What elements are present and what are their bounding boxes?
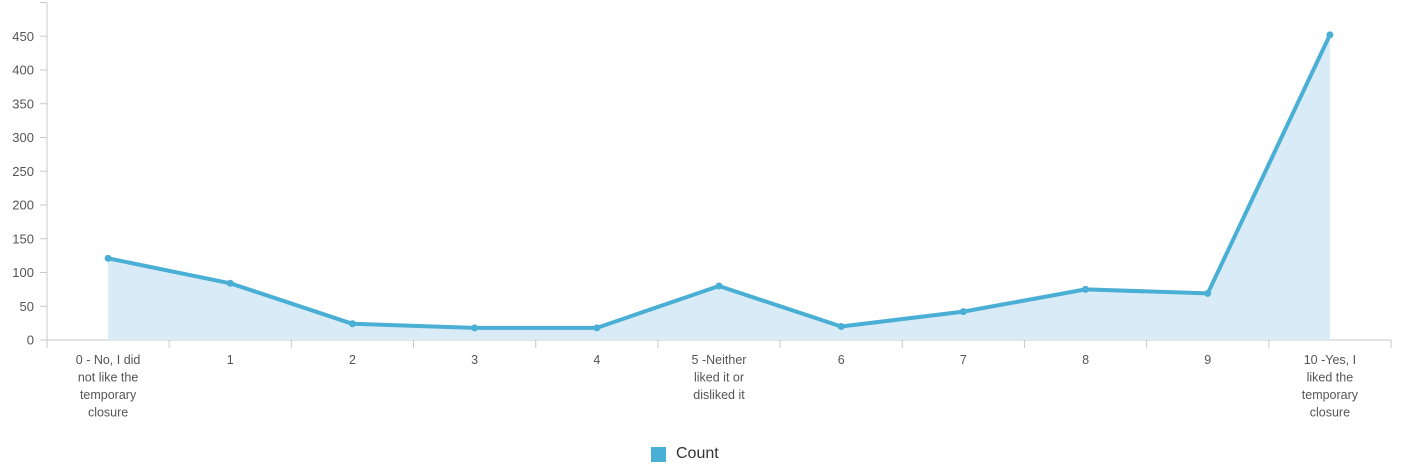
data-point (226, 279, 234, 287)
x-tick-label: 9 (1204, 353, 1211, 367)
x-tick-label: 8 (1082, 353, 1089, 367)
data-point (837, 323, 845, 330)
x-tick-label: 5 -Neither liked it or disliked it (692, 353, 747, 402)
y-tick-label: 450 (12, 29, 34, 44)
x-tick-label: 1 (227, 353, 234, 367)
data-point (471, 324, 479, 332)
y-tick-label: 300 (12, 130, 34, 145)
x-tick-label: 4 (593, 353, 600, 367)
data-point (715, 282, 723, 290)
plot-area (104, 31, 1334, 341)
legend-swatch (651, 446, 666, 462)
series-count-area (108, 34, 1330, 341)
data-point (593, 324, 601, 332)
area-chart: 0 50 100 150 200 250 300 350 400 450 0 - No, I di… (12, 2, 1392, 420)
y-tick-label: 150 (12, 231, 34, 246)
x-tick-label: 7 (960, 353, 967, 367)
x-tick-label: 0 - No, I did not like the temporary closur… (76, 353, 141, 420)
y-tick-label: 0 (27, 333, 34, 348)
x-axis: 0 - No, I did not like the temporary closur… (46, 339, 1392, 420)
y-axis: 0 50 100 150 200 250 300 350 400 450 (12, 2, 48, 348)
y-tick-label: 200 (12, 198, 34, 213)
y-tick-label: 100 (12, 265, 34, 280)
data-point (959, 308, 967, 316)
data-point (348, 320, 356, 328)
data-point (1082, 285, 1090, 293)
x-tick-label: 3 (471, 353, 478, 367)
data-point (1204, 289, 1212, 297)
y-tick-label: 50 (20, 299, 34, 314)
y-tick-label: 400 (12, 63, 34, 78)
data-point (1326, 31, 1334, 39)
x-tick-label: 2 (349, 353, 356, 367)
data-point (104, 254, 112, 262)
y-tick-label: 350 (12, 96, 34, 111)
y-tick-label: 250 (12, 164, 34, 179)
legend-label-count: Count (676, 445, 719, 462)
legend: Count (651, 444, 719, 464)
x-tick-label: 6 (838, 353, 845, 367)
